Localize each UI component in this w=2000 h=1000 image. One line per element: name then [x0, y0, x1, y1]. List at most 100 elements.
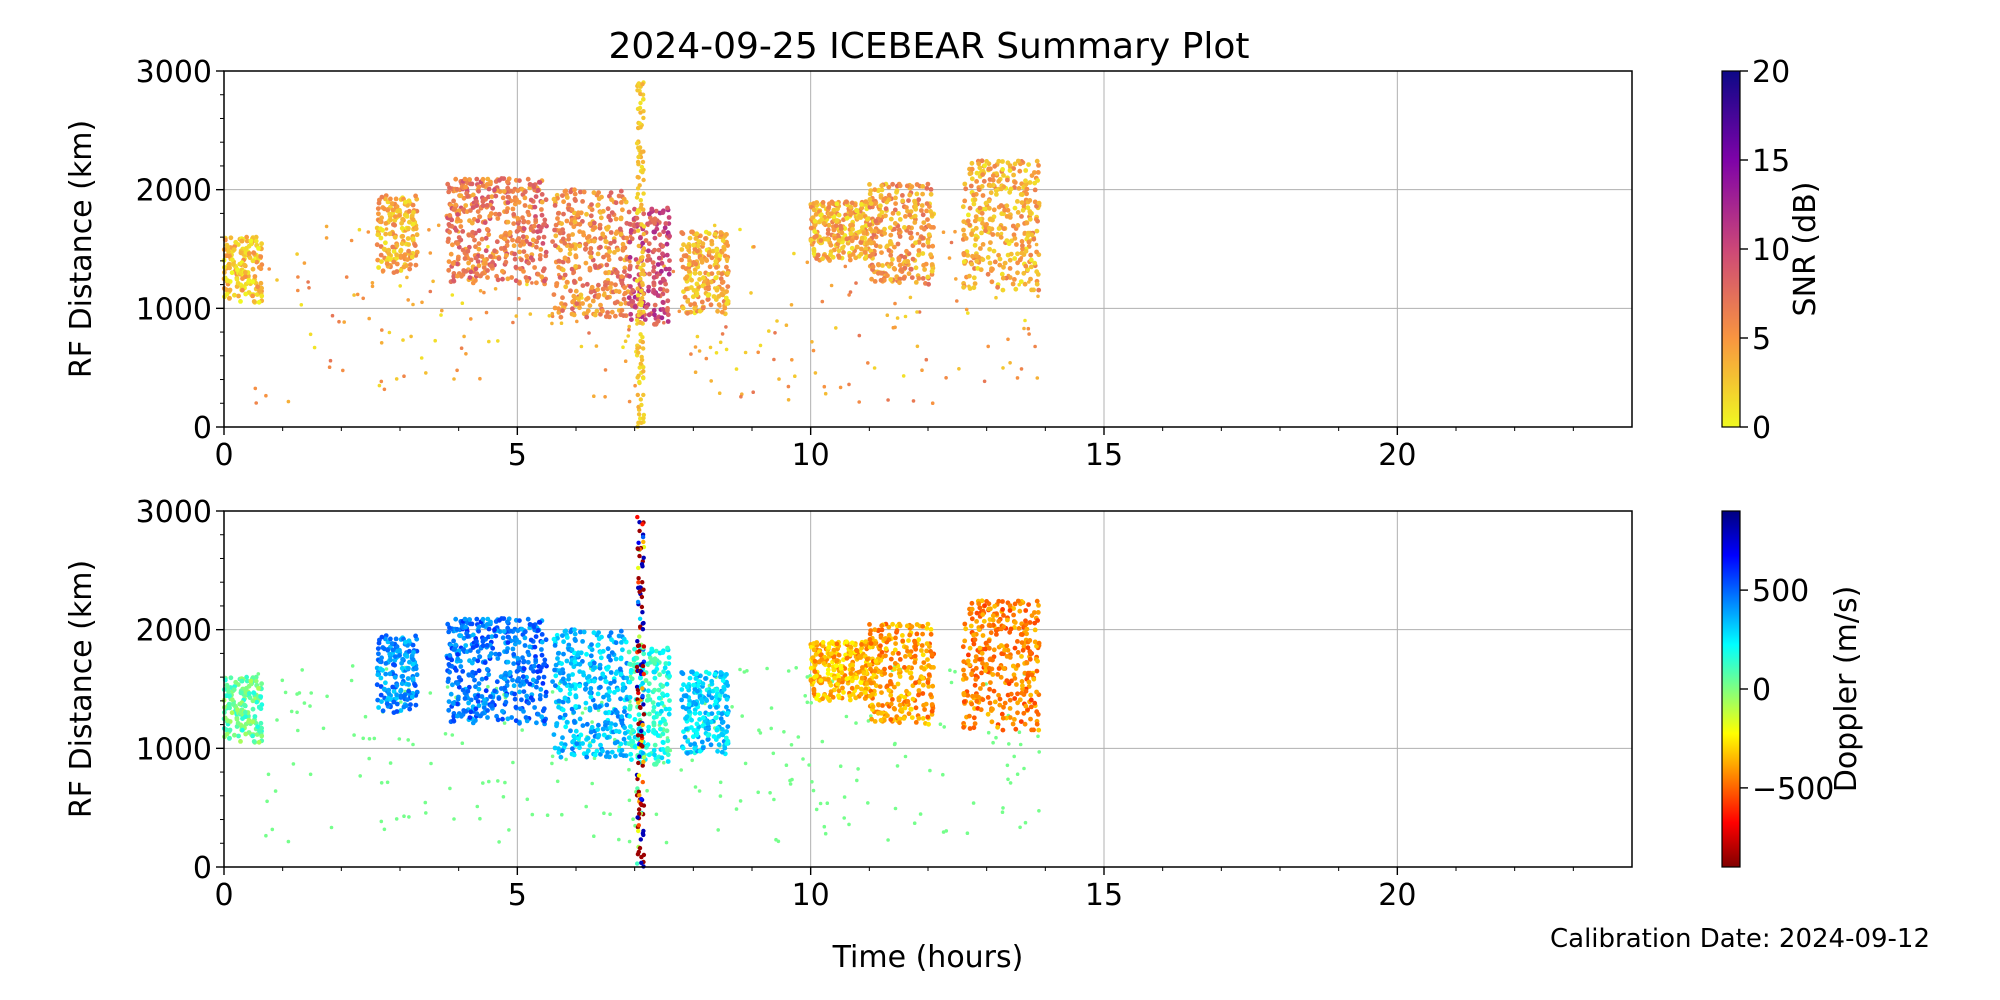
snr-cluster-point	[608, 240, 613, 246]
doppler-cluster-point	[521, 689, 527, 694]
snr-cluster-point	[991, 207, 997, 213]
snr-cluster-point	[962, 198, 968, 204]
doppler-cluster-point	[393, 636, 399, 642]
snr-cluster-point	[700, 241, 706, 247]
doppler-scatter-point	[1001, 806, 1005, 810]
snr-cluster-point	[1005, 177, 1010, 183]
snr-cluster-point	[725, 270, 731, 276]
snr-cluster-point	[556, 310, 562, 315]
snr-cluster-point	[568, 189, 574, 195]
doppler-cluster-point	[613, 640, 619, 646]
snr-cluster-point	[924, 185, 930, 191]
doppler-scatter-point	[266, 772, 271, 777]
doppler-cluster-point	[519, 626, 525, 632]
snr-scatter-point	[428, 289, 433, 294]
snr-cluster-point	[240, 287, 245, 293]
doppler-scatter-point	[866, 719, 871, 723]
doppler-cluster-point	[504, 693, 509, 698]
snr-cluster-point	[578, 292, 584, 298]
doppler-cluster-point	[646, 681, 652, 687]
doppler-scatter-point	[496, 779, 500, 783]
doppler-scatter-point	[452, 817, 456, 821]
doppler-cluster-point	[377, 659, 383, 665]
snr-cluster-point	[992, 259, 998, 265]
doppler-scatter-point	[664, 840, 669, 845]
doppler-cluster-point	[902, 705, 908, 711]
snr-cluster-point	[585, 295, 591, 301]
doppler-cluster-point	[461, 635, 467, 641]
snr-cluster-point	[969, 160, 975, 166]
snr-cluster-point	[608, 285, 613, 290]
snr-cluster-point	[850, 223, 855, 228]
snr-scatter-point	[264, 393, 268, 398]
doppler-scatter-point	[971, 801, 976, 805]
snr-scatter-point	[433, 338, 438, 343]
snr-cluster-point	[539, 274, 545, 280]
snr-cluster-point	[406, 242, 411, 247]
snr-cluster-point	[577, 229, 583, 235]
snr-cluster-point	[526, 212, 532, 218]
snr-cluster-point	[477, 214, 482, 220]
snr-cluster-point	[913, 240, 918, 246]
snr-panel-grid	[224, 71, 1632, 427]
doppler-cluster-point	[453, 642, 459, 648]
snr-scatter-point	[920, 368, 924, 373]
doppler-cluster-point	[587, 661, 593, 667]
doppler-scatter-point	[788, 782, 793, 786]
snr-cluster-point	[699, 299, 705, 305]
doppler-cluster-point	[721, 687, 727, 692]
doppler-cluster-point	[515, 628, 521, 634]
doppler-cluster-point	[812, 658, 818, 664]
snr-cluster-point	[919, 203, 925, 208]
snr-cluster-point	[539, 207, 544, 212]
snr-cluster-point	[542, 217, 548, 223]
snr-cluster-point	[651, 264, 657, 270]
doppler-cluster-point	[482, 660, 488, 665]
doppler-cluster-point	[646, 728, 651, 734]
doppler-cluster-point	[653, 648, 659, 654]
snr-cluster-point	[588, 289, 594, 295]
snr-cluster-point	[570, 306, 575, 312]
snr-scatter-point	[514, 314, 519, 318]
doppler-scatter-point	[991, 740, 995, 745]
snr-streak-point	[641, 376, 646, 381]
snr-cluster-point	[535, 271, 541, 277]
snr-scatter-point	[253, 386, 258, 391]
snr-cluster-point	[622, 265, 628, 271]
doppler-cluster-point	[627, 713, 632, 719]
snr-cluster-point	[479, 236, 485, 242]
doppler-cluster-point	[664, 692, 670, 698]
doppler-cluster-point	[569, 647, 575, 653]
snr-cluster-point	[971, 201, 977, 207]
snr-scatter-point	[592, 394, 596, 399]
snr-scatter-point	[1034, 242, 1039, 247]
snr-scatter-point	[450, 293, 455, 297]
snr-cluster-point	[888, 216, 894, 222]
snr-cluster-point	[1024, 186, 1030, 192]
doppler-cluster-point	[455, 652, 460, 657]
doppler-cluster-point	[553, 683, 558, 689]
snr-cluster-point	[238, 299, 243, 304]
snr-cluster-point	[482, 257, 487, 263]
snr-cluster-point	[926, 281, 931, 287]
snr-cluster-point	[833, 223, 839, 229]
snr-cluster-point	[962, 181, 968, 187]
doppler-cluster-point	[522, 643, 528, 648]
snr-scatter-point	[427, 228, 431, 232]
snr-cluster-point	[724, 289, 729, 294]
snr-cluster-point	[480, 199, 486, 205]
snr-cluster-point	[641, 211, 647, 217]
doppler-cluster-point	[528, 665, 534, 671]
snr-scatter-point	[296, 288, 300, 293]
doppler-scatter-point	[820, 739, 825, 744]
doppler-cluster-point	[480, 639, 486, 644]
doppler-cluster-point	[496, 651, 502, 657]
snr-cluster-point	[1028, 257, 1034, 263]
snr-cluster-point	[578, 189, 583, 195]
snr-streak-point	[641, 177, 646, 183]
snr-cluster-point	[574, 301, 580, 307]
snr-streak-point	[635, 293, 641, 298]
doppler-cluster-point	[928, 627, 934, 632]
snr-cluster-point	[1036, 287, 1042, 293]
snr-cluster-point	[523, 275, 529, 280]
